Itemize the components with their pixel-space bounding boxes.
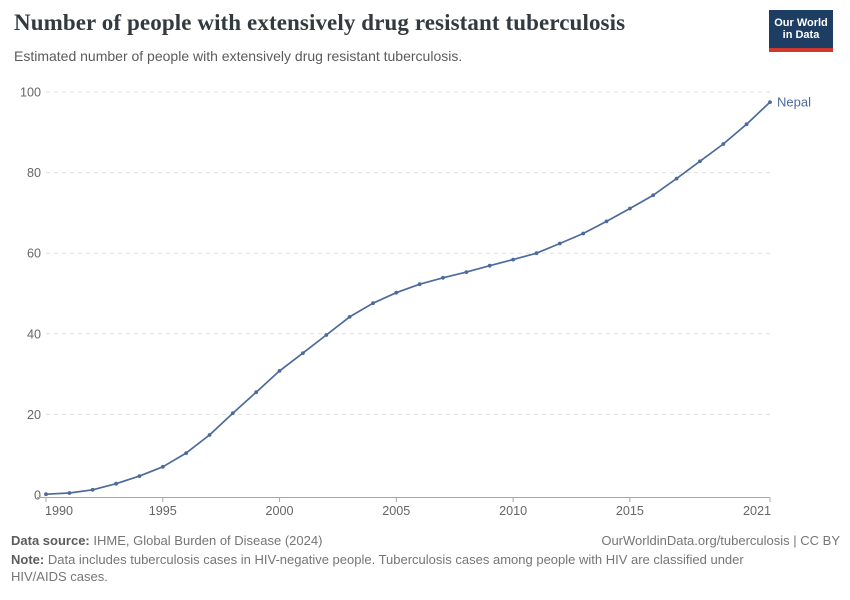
- data-point[interactable]: [347, 315, 352, 319]
- data-point[interactable]: [90, 487, 95, 492]
- data-point[interactable]: [184, 451, 189, 455]
- data-point[interactable]: [67, 491, 72, 495]
- data-point[interactable]: [301, 351, 305, 355]
- credit-link[interactable]: OurWorldinData.org/tuberculosis | CC BY: [601, 533, 840, 548]
- data-point[interactable]: [137, 474, 142, 478]
- owid-logo-line1: Our World: [774, 16, 828, 29]
- y-tick-label: 40: [27, 327, 41, 341]
- y-tick-label: 80: [27, 166, 41, 180]
- page-title: Number of people with extensively drug r…: [14, 10, 626, 35]
- data-point[interactable]: [534, 251, 539, 256]
- data-source-label: Data source:: [11, 533, 90, 548]
- data-point[interactable]: [44, 492, 48, 497]
- data-point[interactable]: [744, 122, 749, 127]
- line-chart: 0 20 40 60 80 100 1990 1995 2000 2005 2010 2015 2021…: [0, 80, 850, 525]
- data-point[interactable]: [698, 159, 702, 164]
- note-value: Data includes tuberculosis cases in HIV-…: [11, 552, 744, 584]
- owid-logo[interactable]: Our World in Data: [769, 10, 833, 52]
- data-point[interactable]: [581, 231, 586, 236]
- owid-logo-line2: in Data: [782, 29, 820, 41]
- x-tick-label: 2005: [382, 504, 410, 518]
- footer-source-row: Data source: IHME, Global Burden of Dise…: [11, 533, 840, 548]
- data-point[interactable]: [674, 176, 679, 181]
- data-point[interactable]: [160, 464, 165, 469]
- data-point[interactable]: [768, 100, 772, 104]
- y-tick-label: 100: [20, 86, 41, 100]
- y-tick-label: 0: [34, 489, 41, 503]
- data-source-value: IHME, Global Burden of Disease (2024): [93, 533, 323, 548]
- y-tick-label: 20: [27, 408, 41, 422]
- line-chart-svg: 0 20 40 60 80 100 1990 1995 2000 2005 2010 2015 2021…: [20, 86, 811, 519]
- data-point[interactable]: [651, 193, 656, 198]
- data-point[interactable]: [417, 282, 422, 287]
- data-point[interactable]: [207, 433, 212, 437]
- data-point[interactable]: [254, 390, 259, 395]
- x-tick-label: 2021: [743, 504, 771, 518]
- data-point[interactable]: [511, 257, 515, 262]
- footer-note: Note: Data includes tuberculosis cases i…: [11, 552, 773, 585]
- data-point[interactable]: [604, 219, 609, 224]
- data-point[interactable]: [371, 301, 375, 306]
- x-tick-label: 1995: [149, 504, 177, 518]
- x-tick-label: 2010: [499, 504, 527, 518]
- data-point[interactable]: [114, 481, 118, 486]
- data-point[interactable]: [394, 290, 399, 295]
- data-line: [45, 101, 771, 496]
- x-tick-label: 1990: [45, 504, 73, 518]
- x-tick-label: 2000: [266, 504, 294, 518]
- data-point[interactable]: [628, 206, 632, 211]
- data-point[interactable]: [441, 275, 445, 280]
- data-point[interactable]: [557, 241, 562, 246]
- data-point[interactable]: [324, 333, 329, 337]
- data-point[interactable]: [230, 411, 235, 416]
- data-point[interactable]: [721, 142, 726, 146]
- data-point[interactable]: [487, 263, 492, 268]
- data-point[interactable]: [277, 369, 282, 373]
- note-label: Note:: [11, 552, 45, 567]
- chart-subtitle: Estimated number of people with extensiv…: [14, 48, 463, 64]
- series-label[interactable]: Nepal: [777, 95, 811, 110]
- data-source: Data source: IHME, Global Burden of Dise…: [11, 533, 322, 548]
- y-tick-label: 60: [27, 247, 41, 261]
- x-tick-label: 2015: [616, 504, 644, 518]
- data-point[interactable]: [464, 270, 469, 274]
